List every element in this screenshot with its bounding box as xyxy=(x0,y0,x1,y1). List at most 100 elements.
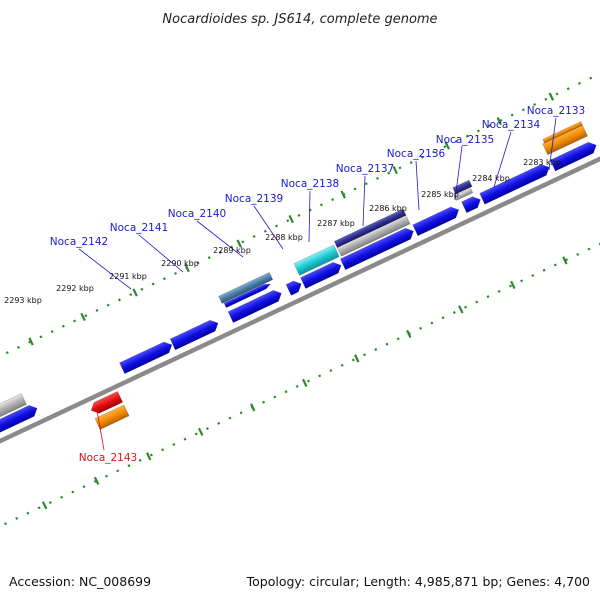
gene-label[interactable]: Noca_2134 xyxy=(482,119,541,131)
ruler-dot xyxy=(454,140,458,143)
ruler-dot xyxy=(319,203,323,207)
scale-label: 2287 kbp xyxy=(317,219,355,228)
reverse-gene[interactable] xyxy=(89,390,124,415)
gene-label[interactable]: Noca_2140 xyxy=(168,208,226,220)
ruler-dot xyxy=(82,485,86,489)
ruler-dot xyxy=(329,369,333,373)
ruler-dot xyxy=(172,443,176,446)
ruler-dot xyxy=(531,274,535,277)
ruler-dot xyxy=(4,522,7,526)
ruler-dot xyxy=(275,224,278,228)
ruler-dot xyxy=(50,330,54,333)
ruler-tick xyxy=(496,117,503,126)
scale-label: 2286 kbp xyxy=(369,204,407,213)
misc-feature[interactable] xyxy=(0,393,27,426)
genome-summary-text: Topology: circular; Length: 4,985,871 bp… xyxy=(246,574,590,589)
accession-text: Accession: NC_008699 xyxy=(9,574,151,589)
ruler-tick xyxy=(392,165,398,175)
ruler-tick xyxy=(197,427,204,436)
ruler-dot xyxy=(117,298,121,302)
ruler-dot xyxy=(340,363,344,367)
ruler-dot xyxy=(419,326,423,330)
misc-feature[interactable] xyxy=(542,121,583,144)
ruler-tick xyxy=(250,403,256,412)
forward-gene[interactable] xyxy=(339,226,416,271)
scale-label: 2288 kbp xyxy=(265,233,303,242)
ruler-dot xyxy=(196,261,200,265)
forward-gene[interactable] xyxy=(461,194,483,214)
ruler-dot xyxy=(566,87,570,91)
ruler-dot xyxy=(589,76,593,80)
ruler-dot xyxy=(129,293,133,297)
region-feature[interactable] xyxy=(293,244,340,276)
gene-label[interactable]: Noca_2139 xyxy=(225,193,283,205)
forward-gene[interactable] xyxy=(412,204,462,237)
forward-gene[interactable] xyxy=(119,339,175,375)
gene-label[interactable]: Noca_2135 xyxy=(436,134,494,146)
ruler-dot xyxy=(84,314,88,318)
forward-gene[interactable] xyxy=(300,260,344,289)
ruler-dot xyxy=(587,247,591,251)
ruler-dot xyxy=(318,374,322,378)
ruler-dot xyxy=(488,124,492,128)
ruler-tick xyxy=(184,263,190,273)
ruler-dot xyxy=(71,490,75,494)
ruler-tick xyxy=(80,312,86,322)
scale-label: 2291 kbp xyxy=(109,272,147,281)
ruler-dot xyxy=(284,390,288,394)
strand-frame xyxy=(0,76,600,526)
ruler-dot xyxy=(151,282,155,286)
forward-gene[interactable] xyxy=(169,318,220,351)
gene-labels: Noca_2133 Noca_2134 Noca_2135 Noca_2136 … xyxy=(50,105,585,464)
forward-gene[interactable] xyxy=(549,140,599,172)
region-feature[interactable] xyxy=(218,272,274,304)
gene-label[interactable]: Noca_2142 xyxy=(50,236,108,248)
leader-line xyxy=(253,205,284,250)
gene-label[interactable]: Noca_2137 xyxy=(336,163,394,175)
forward-gene[interactable] xyxy=(479,162,552,205)
ruler-dot xyxy=(398,166,402,170)
ruler-dot xyxy=(510,113,514,117)
gene-label[interactable]: Noca_2138 xyxy=(281,178,339,190)
callout-leaders xyxy=(78,117,557,451)
ruler-dot xyxy=(376,176,379,180)
gene-label[interactable]: Noca_2136 xyxy=(387,148,446,160)
scale-label: 2292 kbp xyxy=(56,284,94,293)
ruler-dot xyxy=(252,235,256,238)
ruler-dot xyxy=(542,268,546,272)
backbone-line xyxy=(0,127,600,473)
ruler-dot xyxy=(555,92,559,96)
forward-gene[interactable] xyxy=(285,278,304,296)
forward-gene[interactable] xyxy=(223,282,272,309)
ruler-dot xyxy=(262,400,266,404)
gene-label[interactable]: Noca_2141 xyxy=(110,222,168,234)
ruler-dot xyxy=(533,103,537,106)
ruler-dot xyxy=(105,474,108,478)
misc-feature[interactable] xyxy=(94,404,130,430)
ruler-dot xyxy=(578,81,581,85)
gene-label[interactable]: Noca_2143 xyxy=(79,452,137,464)
scale-label: 2284 kbp xyxy=(472,174,510,183)
ruler-dot xyxy=(149,453,153,457)
gene-label[interactable]: Noca_2133 xyxy=(527,105,585,117)
region-feature[interactable] xyxy=(452,179,473,195)
scale-label: 2289 kbp xyxy=(213,246,251,255)
ruler-dot xyxy=(396,337,400,341)
ruler-dot xyxy=(206,427,209,431)
misc-feature[interactable] xyxy=(453,187,474,201)
ruler-dot xyxy=(409,161,413,165)
forward-gene[interactable] xyxy=(0,403,40,438)
ruler-dot xyxy=(598,242,600,246)
region-feature[interactable] xyxy=(333,208,407,249)
ruler-dot xyxy=(497,289,501,293)
ruler-tick xyxy=(41,501,48,510)
ruler-dot xyxy=(39,335,43,339)
ruler-dot xyxy=(385,342,389,346)
ruler-tick xyxy=(548,92,555,101)
ruler-tick xyxy=(302,378,308,387)
forward-gene[interactable] xyxy=(227,288,284,323)
scale-label: 2293 kbp xyxy=(4,296,42,305)
ruler-dot xyxy=(553,263,557,267)
ruler-dot xyxy=(576,252,580,256)
